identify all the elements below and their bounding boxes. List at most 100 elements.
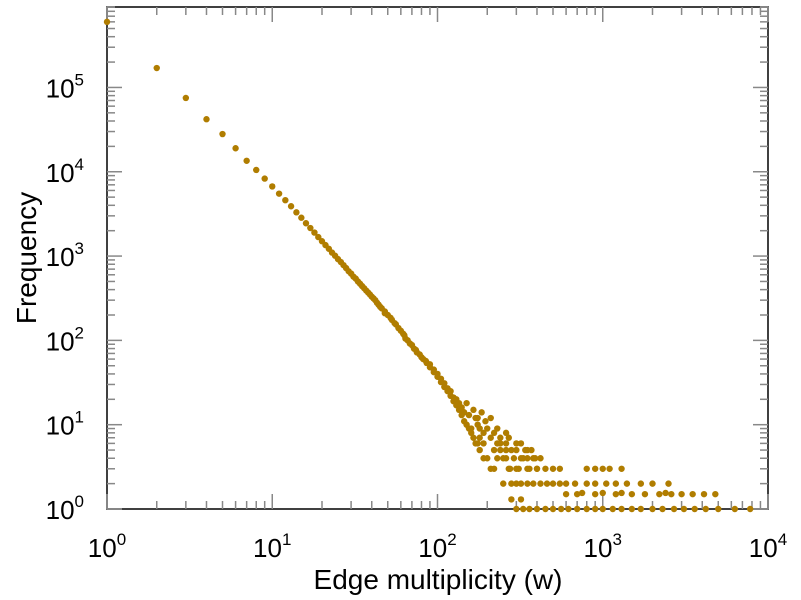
data-point xyxy=(497,446,504,454)
x-tick-labels: 100 101 102 103 104 xyxy=(88,530,787,563)
data-point xyxy=(662,489,669,497)
data-point xyxy=(505,465,512,472)
data-point xyxy=(628,490,636,498)
data-point xyxy=(381,310,389,317)
data-point xyxy=(609,505,616,513)
data-point xyxy=(406,340,414,347)
data-point xyxy=(502,446,510,454)
data-point xyxy=(487,434,494,441)
data-point xyxy=(641,490,649,498)
data-point xyxy=(549,505,557,513)
data-point xyxy=(591,505,599,513)
data-point xyxy=(502,455,510,462)
data-point xyxy=(395,324,402,332)
data-point xyxy=(537,480,544,487)
data-point xyxy=(565,505,572,513)
data-point xyxy=(573,490,581,498)
data-point xyxy=(557,505,565,513)
data-point xyxy=(437,375,445,383)
data-point xyxy=(275,190,283,197)
data-point xyxy=(502,440,510,447)
data-point xyxy=(573,505,581,513)
data-point xyxy=(612,480,620,487)
data-point xyxy=(482,418,489,425)
data-point xyxy=(474,440,481,447)
data-point xyxy=(497,434,504,441)
data-point xyxy=(591,465,599,472)
data-point xyxy=(422,357,430,365)
data-point xyxy=(562,490,570,498)
data-point xyxy=(362,287,370,294)
data-point xyxy=(219,130,226,138)
data-point xyxy=(571,480,579,487)
data-point xyxy=(517,440,525,447)
data-point xyxy=(556,465,564,472)
data-point xyxy=(702,505,709,513)
data-point xyxy=(455,399,463,407)
data-point xyxy=(434,370,441,378)
data-point xyxy=(623,480,631,487)
data-point xyxy=(524,455,531,462)
data-point xyxy=(402,335,409,342)
data-point xyxy=(410,345,418,352)
data-point xyxy=(612,490,620,498)
data-point xyxy=(182,94,190,102)
data-point xyxy=(599,505,606,513)
data-point xyxy=(315,233,322,241)
data-point xyxy=(510,455,518,462)
data-point xyxy=(508,446,515,454)
data-point xyxy=(500,480,507,487)
data-point xyxy=(513,480,520,487)
data-point xyxy=(583,505,590,513)
data-point xyxy=(153,64,160,72)
data-point xyxy=(649,480,656,487)
major-ticks xyxy=(106,7,769,510)
data-point xyxy=(418,354,425,361)
data-point xyxy=(599,489,606,497)
data-point xyxy=(465,411,473,419)
data-point xyxy=(232,145,239,152)
y-tick-label: 103 xyxy=(46,239,84,272)
data-point xyxy=(606,465,613,472)
data-point xyxy=(656,490,663,498)
data-point xyxy=(618,465,625,472)
data-point xyxy=(328,249,336,256)
data-point xyxy=(562,480,570,487)
data-point xyxy=(618,489,625,497)
data-point xyxy=(680,505,688,513)
data-point xyxy=(659,505,666,513)
data-point xyxy=(678,490,685,498)
data-point xyxy=(391,319,398,327)
data-point xyxy=(618,505,625,513)
data-point xyxy=(253,166,260,174)
data-point xyxy=(460,409,468,416)
data-point xyxy=(517,455,525,462)
data-point xyxy=(490,446,498,454)
y-tick-label: 101 xyxy=(46,408,84,441)
data-point xyxy=(670,505,678,513)
data-point xyxy=(298,214,305,221)
data-point xyxy=(526,505,533,513)
data-point xyxy=(599,465,606,472)
data-point xyxy=(497,440,504,447)
data-point xyxy=(494,425,501,432)
y-tick-label: 104 xyxy=(46,155,84,188)
data-point xyxy=(549,480,557,487)
x-axis-title: Edge multiplicity (w) xyxy=(314,564,563,595)
data-point xyxy=(513,440,520,447)
data-point xyxy=(463,399,470,407)
data-point xyxy=(603,480,610,487)
x-tick-label: 100 xyxy=(88,530,126,563)
data-point xyxy=(476,434,483,441)
data-point xyxy=(470,434,477,441)
data-point xyxy=(591,480,599,487)
data-point xyxy=(556,480,564,487)
y-axis-title: Frequency xyxy=(11,192,42,324)
data-point xyxy=(542,465,549,472)
data-point xyxy=(502,429,510,437)
data-point xyxy=(366,291,374,298)
data-point xyxy=(478,409,485,416)
data-point xyxy=(583,480,590,487)
data-point xyxy=(542,505,549,513)
